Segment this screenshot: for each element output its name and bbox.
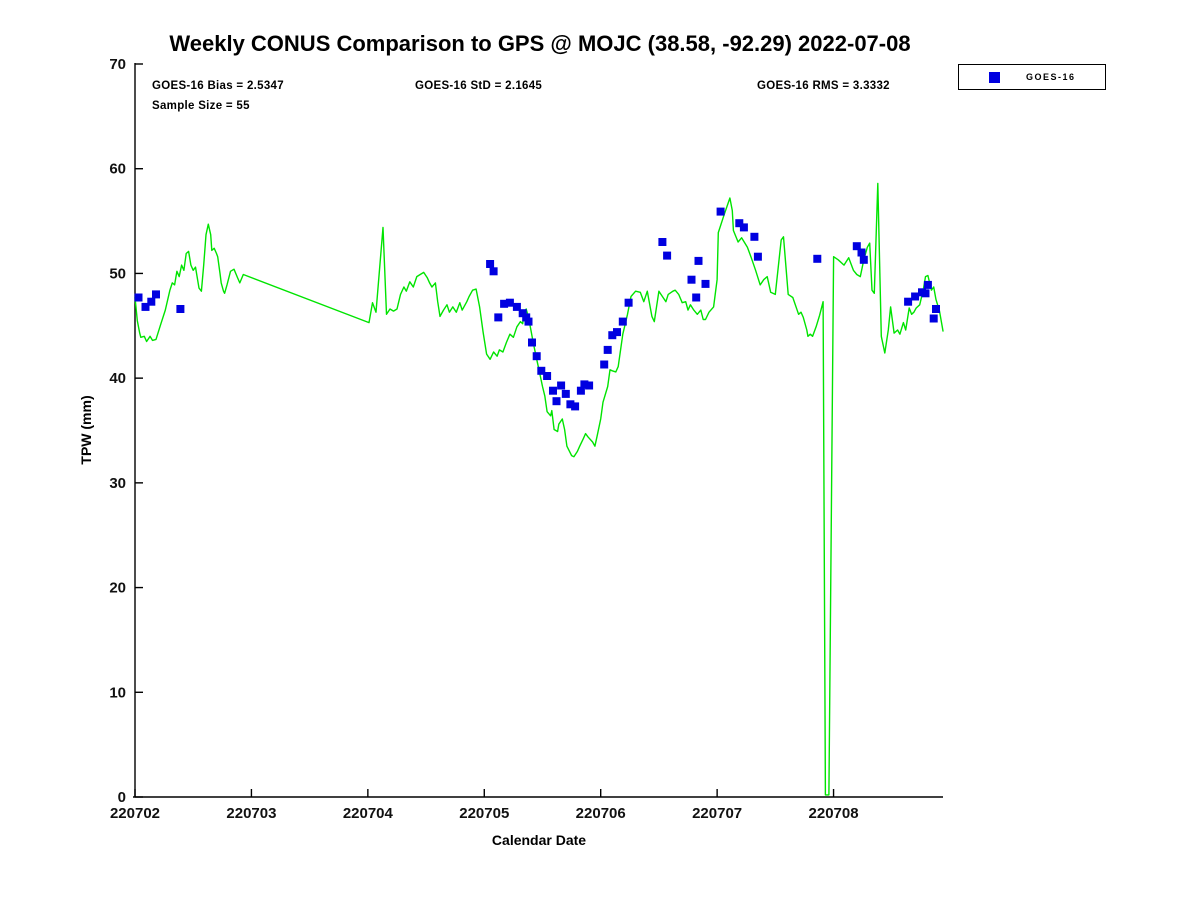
goes16-marker: [141, 302, 150, 311]
stat-rms: GOES-16 RMS = 3.3332: [757, 80, 890, 92]
goes16-marker: [557, 381, 566, 390]
goes16-marker: [857, 248, 866, 257]
goes16-marker: [753, 252, 762, 261]
goes16-marker: [524, 317, 533, 326]
y-tick-label: 60: [109, 161, 126, 178]
goes16-marker: [750, 232, 759, 241]
goes16-marker: [152, 290, 160, 299]
x-tick-label: 220703: [226, 805, 276, 822]
goes16-marker: [663, 251, 672, 260]
goes16-marker: [528, 338, 536, 347]
x-tick-label: 220708: [809, 805, 859, 822]
goes16-marker: [518, 309, 527, 318]
goes16-marker: [735, 219, 744, 228]
goes16-marker: [552, 397, 561, 406]
goes16-marker: [613, 328, 621, 337]
goes16-marker: [929, 314, 938, 323]
x-tick-label: 220706: [576, 805, 626, 822]
goes16-marker: [658, 238, 667, 246]
goes16-marker: [134, 293, 143, 302]
goes16-marker: [921, 289, 930, 298]
goes16-marker: [911, 292, 920, 301]
goes16-marker: [532, 352, 541, 361]
goes16-marker: [576, 386, 585, 395]
y-axis-label: TPW (mm): [78, 395, 94, 465]
legend: GOES-16: [958, 64, 1106, 90]
goes16-marker: [716, 207, 725, 216]
goes16-marker: [537, 366, 546, 375]
goes16-marker: [566, 400, 575, 409]
x-tick-label: 220707: [692, 805, 742, 822]
goes16-marker: [147, 297, 156, 306]
goes16-marker: [813, 254, 822, 263]
stat-std: GOES-16 StD = 2.1645: [415, 80, 543, 92]
goes16-marker: [687, 275, 696, 284]
x-axis-label: Calendar Date: [491, 832, 587, 848]
goes16-marker: [512, 302, 521, 311]
goes16-marker: [904, 297, 913, 306]
y-tick-label: 50: [109, 265, 126, 282]
goes16-marker: [932, 305, 940, 313]
goes16-marker: [585, 381, 594, 390]
stat-bias: GOES-16 Bias = 2.5347: [152, 80, 284, 92]
goes16-marker: [543, 372, 552, 380]
goes16-marker: [694, 256, 703, 265]
goes16-marker: [603, 345, 612, 354]
gps-tpw-line: [134, 182, 944, 796]
goes16-marker: [608, 331, 617, 340]
goes16-marker: [489, 267, 498, 276]
goes16-marker: [486, 260, 495, 268]
goes16-marker: [176, 305, 185, 313]
legend-goes16-marker-icon: [989, 71, 1000, 83]
y-tick-label: 40: [109, 370, 126, 387]
goes16-marker: [500, 299, 509, 308]
goes16-marker: [600, 360, 609, 369]
y-tick-label: 20: [109, 580, 126, 597]
y-tick-label: 30: [109, 475, 126, 492]
chart-title: Weekly CONUS Comparison to GPS @ MOJC (3…: [169, 31, 911, 56]
goes16-marker: [505, 298, 514, 307]
goes16-marker: [580, 380, 589, 389]
stat-sample-size: Sample Size = 55: [152, 100, 250, 112]
goes16-marker: [852, 242, 861, 251]
goes16-marker: [549, 386, 557, 395]
goes16-marker: [561, 389, 570, 398]
goes16-marker: [522, 313, 531, 322]
goes16-marker: [624, 298, 633, 307]
x-tick-label: 220704: [343, 805, 394, 822]
goes16-marker: [494, 313, 503, 322]
goes16-marker: [923, 280, 932, 289]
goes16-marker: [692, 293, 701, 302]
y-tick-label: 0: [118, 789, 126, 806]
x-tick-label: 220702: [110, 805, 160, 822]
goes16-marker: [859, 255, 868, 264]
x-tick-label: 220705: [459, 805, 509, 822]
y-tick-label: 70: [109, 56, 126, 73]
goes16-marker: [701, 279, 710, 288]
goes16-marker: [739, 223, 748, 232]
y-tick-label: 10: [109, 684, 126, 701]
legend-goes16-label: GOES-16: [1026, 72, 1076, 82]
goes16-marker: [618, 317, 627, 326]
goes16-marker: [571, 402, 580, 411]
